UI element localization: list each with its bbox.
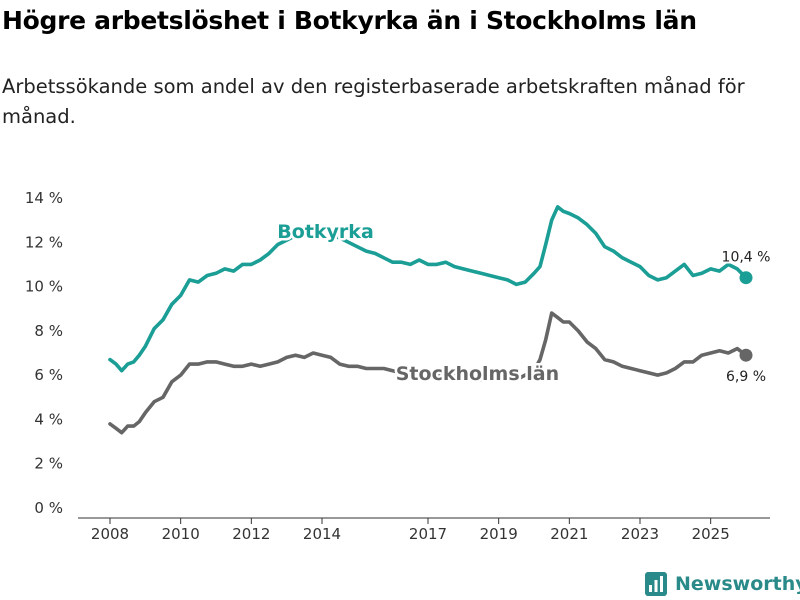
x-tick-label: 2014 — [303, 525, 341, 543]
chart-title: Högre arbetslöshet i Botkyrka än i Stock… — [2, 6, 697, 35]
x-tick-label: 2021 — [550, 525, 588, 543]
y-tick-label: 14 % — [25, 189, 63, 207]
series-label: Stockholms län — [396, 363, 559, 385]
y-axis: 0 % 2 % 4 % 6 % 8 % 10 % 12 % 14 % — [25, 189, 63, 517]
y-tick-label: 0 % — [34, 499, 63, 517]
y-tick-label: 12 % — [25, 233, 63, 251]
series-label: Botkyrka — [277, 221, 373, 243]
x-axis: 2008 2010 2012 2014 2017 2019 2021 2023 2025 — [78, 517, 770, 543]
x-tick-label: 2025 — [692, 525, 730, 543]
y-tick-label: 6 % — [34, 366, 63, 384]
chart-subtitle: Arbetssökande som andel av den registerb… — [2, 75, 745, 128]
series-line-stockholms-l-n — [108, 311, 748, 435]
y-tick-label: 8 % — [34, 322, 63, 340]
y-tick-label: 10 % — [25, 278, 63, 296]
x-tick-label: 2012 — [232, 525, 270, 543]
brand-name: Newsworthy — [675, 573, 800, 595]
series-end-marker — [739, 271, 753, 285]
series-layer — [108, 205, 753, 435]
labels-layer: Botkyrka 10,4 % Stockholms län 6,9 % — [275, 219, 773, 388]
x-tick-label: 2008 — [91, 525, 129, 543]
series-end-label: 6,9 % — [726, 369, 766, 385]
x-tick-label: 2017 — [409, 525, 447, 543]
y-tick-label: 2 % — [34, 455, 63, 473]
newsworthy-logo: Newsworthy — [645, 570, 800, 598]
x-tick-label: 2019 — [480, 525, 518, 543]
x-tick-label: 2023 — [621, 525, 659, 543]
bar-chart-icon — [645, 572, 667, 596]
x-tick-label: 2010 — [162, 525, 200, 543]
y-tick-label: 4 % — [34, 410, 63, 428]
series-end-label: 10,4 % — [722, 250, 771, 266]
series-end-marker — [739, 348, 753, 362]
series-line-botkyrka — [108, 205, 748, 373]
